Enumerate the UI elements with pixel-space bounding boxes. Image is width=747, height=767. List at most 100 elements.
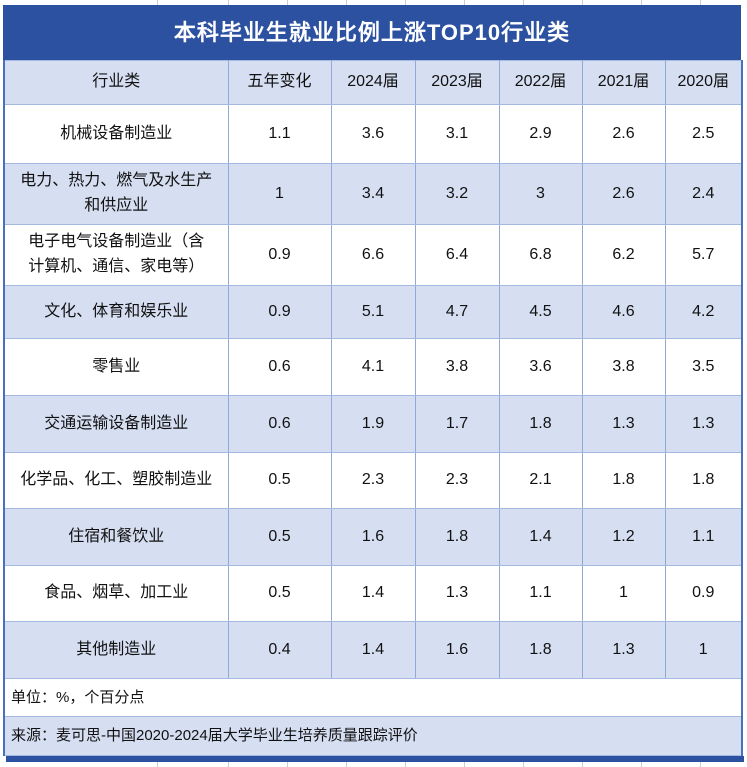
value-cell: 3.8 (414, 338, 500, 396)
value-cell: 0.5 (227, 452, 332, 509)
value-cell: 2.3 (414, 452, 500, 509)
value-cell: 1.8 (581, 452, 666, 509)
table-header-row: 行业类 五年变化 2024届 2023届 2022届 2021届 2020届 (3, 60, 743, 105)
table-row: 文化、体育和娱乐业 0.9 5.1 4.7 4.5 4.6 4.2 (3, 285, 743, 339)
value-cell: 1 (227, 163, 332, 225)
value-cell: 2.5 (664, 104, 743, 164)
table-row: 零售业 0.6 4.1 3.8 3.6 3.8 3.5 (3, 338, 743, 396)
grid-tick (405, 0, 406, 5)
value-cell: 1.7 (414, 395, 500, 453)
value-cell: 0.6 (227, 395, 332, 453)
grid-tick (346, 762, 347, 767)
table-row: 其他制造业 0.4 1.4 1.6 1.8 1.3 1 (3, 621, 743, 679)
unit-note: 单位：%，个百分点 (3, 678, 743, 717)
value-cell: 6.8 (498, 224, 583, 286)
industry-name-cell: 机械设备制造业 (3, 104, 229, 164)
grid-tick (523, 0, 524, 5)
grid-tick (287, 762, 288, 767)
table-row: 交通运输设备制造业 0.6 1.9 1.7 1.8 1.3 1.3 (3, 395, 743, 453)
value-cell: 4.6 (581, 285, 666, 339)
grid-tick (641, 762, 642, 767)
table-row: 食品、烟草、加工业 0.5 1.4 1.3 1.1 1 0.9 (3, 565, 743, 622)
value-cell: 4.1 (330, 338, 416, 396)
value-cell: 0.5 (227, 508, 332, 566)
value-cell: 3.2 (414, 163, 500, 225)
grid-tick (582, 0, 583, 5)
value-cell: 1.4 (498, 508, 583, 566)
value-cell: 3.6 (330, 104, 416, 164)
value-cell: 4.5 (498, 285, 583, 339)
grid-tick (523, 762, 524, 767)
value-cell: 0.9 (664, 565, 743, 622)
value-cell: 5.7 (664, 224, 743, 286)
header-2023: 2023届 (414, 60, 500, 105)
industry-name-cell: 其他制造业 (3, 621, 229, 679)
value-cell: 1.3 (581, 621, 666, 679)
table-row: 住宿和餐饮业 0.5 1.6 1.8 1.4 1.2 1.1 (3, 508, 743, 566)
value-cell: 2.4 (664, 163, 743, 225)
industry-name-cell: 交通运输设备制造业 (3, 395, 229, 453)
grid-tick (287, 0, 288, 5)
value-cell: 3.6 (498, 338, 583, 396)
value-cell: 2.3 (330, 452, 416, 509)
spreadsheet-grid-strip-bottom (0, 762, 747, 767)
industry-name-cell: 文化、体育和娱乐业 (3, 285, 229, 339)
value-cell: 6.2 (581, 224, 666, 286)
header-five-year-change: 五年变化 (227, 60, 332, 105)
table-row: 电力、热力、燃气及水生产 和供应业 1 3.4 3.2 3 2.6 2.4 (3, 163, 743, 225)
value-cell: 0.4 (227, 621, 332, 679)
spreadsheet-grid-strip-top (0, 0, 747, 5)
table-note-row: 单位：%，个百分点 (3, 678, 743, 717)
value-cell: 2.6 (581, 163, 666, 225)
value-cell: 1.1 (664, 508, 743, 566)
value-cell: 2.1 (498, 452, 583, 509)
industry-name-cell: 食品、烟草、加工业 (3, 565, 229, 622)
value-cell: 3.4 (330, 163, 416, 225)
value-cell: 4.7 (414, 285, 500, 339)
header-2022: 2022届 (498, 60, 583, 105)
grid-tick (464, 762, 465, 767)
value-cell: 1 (664, 621, 743, 679)
grid-tick (346, 0, 347, 5)
industry-name-cell: 零售业 (3, 338, 229, 396)
grid-tick (641, 0, 642, 5)
value-cell: 3.1 (414, 104, 500, 164)
industry-name-cell: 电力、热力、燃气及水生产 和供应业 (3, 163, 229, 225)
grid-tick (157, 0, 158, 5)
value-cell: 3 (498, 163, 583, 225)
value-cell: 1.1 (227, 104, 332, 164)
header-2024: 2024届 (330, 60, 416, 105)
value-cell: 6.6 (330, 224, 416, 286)
value-cell: 1.8 (498, 395, 583, 453)
value-cell: 0.9 (227, 224, 332, 286)
table-row: 电子电气设备制造业（含 计算机、通信、家电等） 0.9 6.6 6.4 6.8 … (3, 224, 743, 286)
source-note: 来源：麦可思-中国2020-2024届大学毕业生培养质量跟踪评价 (3, 716, 743, 756)
value-cell: 0.6 (227, 338, 332, 396)
grid-tick (582, 762, 583, 767)
value-cell: 1 (581, 565, 666, 622)
table-bottom-rule (6, 756, 744, 762)
grid-tick (228, 0, 229, 5)
table-note-row: 来源：麦可思-中国2020-2024届大学毕业生培养质量跟踪评价 (3, 716, 743, 756)
value-cell: 1.3 (581, 395, 666, 453)
header-industry: 行业类 (3, 60, 229, 105)
value-cell: 5.1 (330, 285, 416, 339)
value-cell: 1.4 (330, 565, 416, 622)
table-row: 机械设备制造业 1.1 3.6 3.1 2.9 2.6 2.5 (3, 104, 743, 164)
value-cell: 1.8 (498, 621, 583, 679)
table-row: 化学品、化工、塑胶制造业 0.5 2.3 2.3 2.1 1.8 1.8 (3, 452, 743, 509)
industry-name-cell: 住宿和餐饮业 (3, 508, 229, 566)
value-cell: 0.9 (227, 285, 332, 339)
value-cell: 3.5 (664, 338, 743, 396)
value-cell: 3.8 (581, 338, 666, 396)
value-cell: 2.6 (581, 104, 666, 164)
table-block: 本科毕业生就业比例上涨TOP10行业类 行业类 五年变化 2024届 2023届… (3, 5, 744, 762)
value-cell: 4.2 (664, 285, 743, 339)
value-cell: 1.8 (414, 508, 500, 566)
value-cell: 1.3 (664, 395, 743, 453)
grid-tick (464, 0, 465, 5)
grid-tick (157, 762, 158, 767)
value-cell: 1.1 (498, 565, 583, 622)
page-title: 本科毕业生就业比例上涨TOP10行业类 (3, 5, 741, 60)
